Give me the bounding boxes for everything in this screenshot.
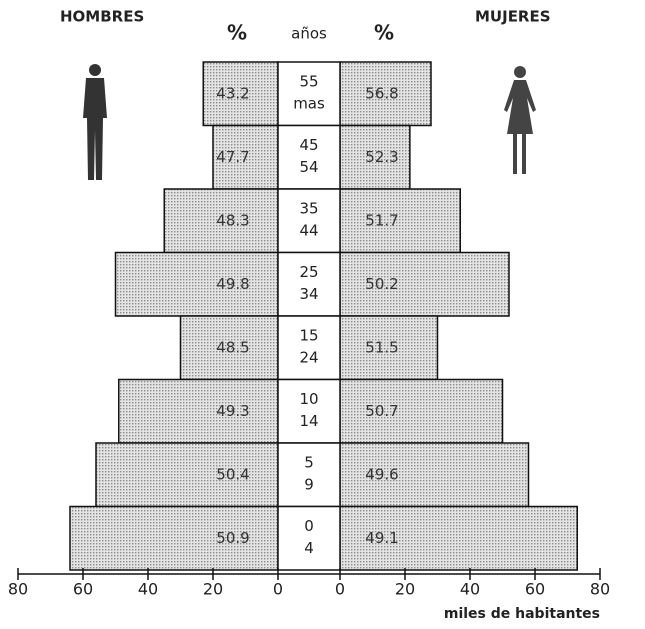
x-tick-label: 80 bbox=[590, 580, 610, 599]
age-label: 4 bbox=[304, 539, 314, 557]
chart: HOMBRES MUJERES % años % miles de habita… bbox=[0, 0, 645, 629]
x-tick-label: 20 bbox=[203, 580, 223, 599]
age-label: mas bbox=[293, 95, 325, 113]
man-icon bbox=[83, 64, 107, 180]
percent-label: 47.7 bbox=[216, 148, 249, 166]
age-label: 15 bbox=[299, 327, 318, 345]
percent-label: 51.5 bbox=[365, 338, 398, 356]
percent-label: 49.1 bbox=[365, 529, 398, 547]
percent-label: 49.8 bbox=[216, 275, 249, 293]
bar bbox=[116, 253, 279, 317]
age-label: 24 bbox=[299, 349, 318, 367]
percent-label: 50.4 bbox=[216, 465, 249, 483]
percent-label: 48.3 bbox=[216, 211, 249, 229]
percent-label: 43.2 bbox=[216, 84, 249, 102]
x-tick-label: 80 bbox=[8, 580, 28, 599]
age-label: 14 bbox=[299, 412, 318, 430]
percent-label: 50.7 bbox=[365, 402, 398, 420]
percent-label: 48.5 bbox=[216, 338, 249, 356]
page: HOMBRES MUJERES % años % miles de habita… bbox=[0, 0, 645, 629]
percent-label: 49.3 bbox=[216, 402, 249, 420]
age-label: 5 bbox=[304, 454, 314, 472]
age-label: 25 bbox=[299, 263, 318, 281]
age-label: 9 bbox=[304, 476, 314, 494]
percent-label: 51.7 bbox=[365, 211, 398, 229]
percent-label: 50.2 bbox=[365, 275, 398, 293]
percent-header: % bbox=[227, 21, 247, 45]
x-tick-label: 0 bbox=[273, 580, 283, 599]
age-label: 10 bbox=[299, 390, 318, 408]
x-tick-label: 40 bbox=[138, 580, 158, 599]
age-header: años bbox=[291, 25, 327, 43]
bar bbox=[340, 189, 460, 253]
percent-label: 50.9 bbox=[216, 529, 249, 547]
bar bbox=[96, 443, 278, 507]
x-axis-label: miles de habitantes bbox=[444, 606, 600, 622]
left-title: HOMBRES bbox=[60, 8, 144, 26]
percent-header: % bbox=[374, 21, 394, 45]
age-label: 54 bbox=[299, 158, 318, 176]
age-label: 55 bbox=[299, 73, 318, 91]
right-title: MUJERES bbox=[475, 8, 551, 26]
woman-icon bbox=[504, 66, 536, 174]
x-tick-label: 60 bbox=[525, 580, 545, 599]
bar bbox=[119, 380, 278, 444]
percent-label: 56.8 bbox=[365, 84, 398, 102]
age-label: 44 bbox=[299, 222, 318, 240]
x-tick-label: 0 bbox=[335, 580, 345, 599]
age-label: 35 bbox=[299, 200, 318, 218]
x-tick-label: 60 bbox=[73, 580, 93, 599]
age-label: 0 bbox=[304, 517, 314, 535]
percent-label: 49.6 bbox=[365, 465, 398, 483]
percent-label: 52.3 bbox=[365, 148, 398, 166]
age-label: 45 bbox=[299, 136, 318, 154]
x-tick-label: 40 bbox=[460, 580, 480, 599]
x-tick-label: 20 bbox=[395, 580, 415, 599]
age-label: 34 bbox=[299, 285, 318, 303]
